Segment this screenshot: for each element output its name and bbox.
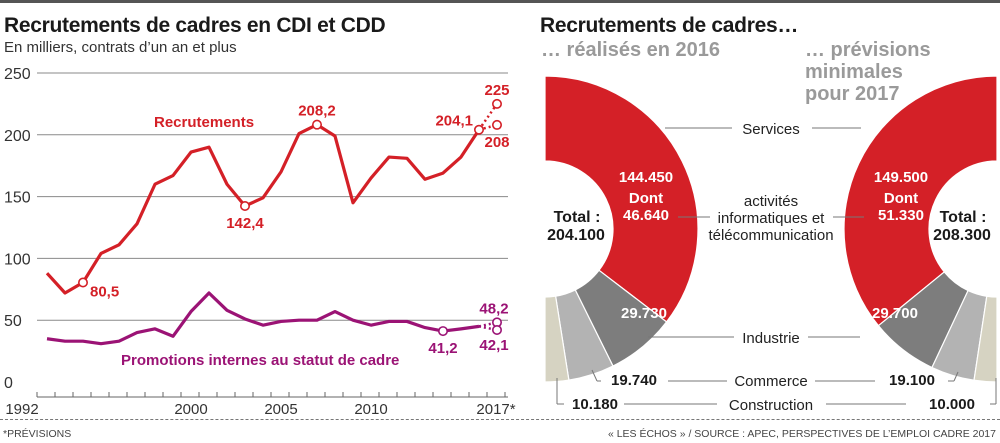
donut-2017-dont-label: Dont	[884, 190, 918, 207]
recrutements-annotation-1994: 80,5	[90, 284, 119, 301]
donut-2017-slice-construction	[973, 295, 998, 383]
donut-2016-slice-services	[544, 75, 699, 323]
recrutements-line	[45, 123, 481, 295]
line-chart-x-axis: 1992 2000 2005 2010 2017*	[5, 392, 516, 418]
promotions-forecast-point	[491, 324, 502, 335]
donut-2016-commerce-value: 19.740	[611, 372, 657, 389]
donut-2016-industrie-value: 29.730	[621, 305, 667, 322]
footer-note: *PRÉVISIONS	[3, 428, 72, 440]
y-tick-label-250: 250	[4, 66, 31, 83]
promotions-forecast-high-label: 48,2	[479, 300, 508, 317]
y-tick-label-150: 150	[4, 190, 31, 207]
donut-2017-total-value: 208.300	[933, 227, 991, 244]
footer-source: « LES ÉCHOS » / SOURCE : APEC, PERSPECTI…	[607, 428, 996, 440]
promotions-annotation-2014: 41,2	[428, 340, 457, 357]
donut-2017-services-value: 149.500	[874, 169, 928, 186]
recrutements-marker-2007	[311, 119, 322, 130]
promotions-series-label: Promotions internes au statut de cadre	[121, 352, 399, 369]
y-tick-label-100: 100	[4, 251, 31, 268]
category-label-industrie: Industrie	[742, 330, 800, 347]
donut-2017-subtitle: … prévisions minimales pour 2017	[805, 39, 931, 105]
category-label-services: Services	[742, 121, 800, 138]
recrutements-annotation-2003: 142,4	[226, 215, 264, 232]
donut-2017-subtitle-line3: pour 2017	[805, 83, 900, 105]
category-label-it-line3: télécommunication	[708, 227, 833, 244]
promotions-forecast-low-label: 42,1	[479, 337, 508, 354]
promotions-line	[46, 291, 480, 346]
line-chart-labels: 80,5 142,4 208,2 204,1 41,2 225 208 48,2 42,1 Rec…	[90, 82, 510, 369]
donut-2016-total-label: Total :	[554, 209, 601, 226]
donut-2017-it-value: 51.330	[878, 207, 924, 224]
category-label-it-line1: activités	[744, 193, 798, 210]
donut-2016-total-value: 204.100	[547, 227, 605, 244]
footer-divider	[0, 419, 1000, 420]
recrutements-forecast-point	[491, 119, 502, 130]
recrutements-series-label: Recrutements	[154, 114, 254, 131]
y-tick-label-200: 200	[4, 128, 31, 145]
category-label-commerce: Commerce	[734, 373, 807, 390]
recrutements-annotation-2007: 208,2	[298, 103, 336, 120]
leader-commerce-right-tick2	[953, 371, 959, 382]
donut-2017-total-label: Total :	[940, 209, 987, 226]
donut-2016-dont-label: Dont	[629, 190, 663, 207]
line-chart-grid: 0 50 100 150 200 250	[4, 66, 508, 392]
category-label-it-line2: informatiques et	[718, 210, 826, 227]
donut-2017-subtitle-line2: minimales	[805, 61, 903, 83]
top-border	[0, 0, 1000, 3]
recrutements-annotation-2016: 204,1	[435, 113, 473, 130]
x-tick-label-2010: 2010	[354, 401, 387, 418]
promotions-marker-2014	[437, 326, 448, 337]
donut-2016-subtitle: … réalisés en 2016	[541, 39, 721, 61]
recrutements-forecast-line	[477, 103, 499, 131]
donut-2016-it-value: 46.640	[623, 207, 669, 224]
category-label-construction: Construction	[729, 397, 813, 414]
donut-2016-slice-construction	[544, 295, 570, 383]
line-chart-subtitle: En milliers, contrats d’un an et plus	[4, 39, 237, 56]
leader-commerce-left-tick	[591, 369, 598, 382]
x-tick-label-1992: 1992	[5, 401, 38, 418]
donut-2016-construction-value: 10.180	[572, 396, 618, 413]
donut-2017-industrie-value: 29.700	[872, 305, 918, 322]
donut-2017-subtitle-line1: … prévisions	[805, 39, 931, 61]
line-chart: 0 50 100 150 200 250 1992 2000 2005 2010 2017* 80…	[4, 66, 516, 418]
donut-charts: Total :204.100144.450Dont46.64029.73019.…	[544, 75, 998, 414]
recrutements-forecast-low-label: 208	[484, 134, 509, 151]
line-chart-title: Recrutements de cadres en CDI et CDD	[4, 14, 386, 37]
donut-2017-slice-services	[843, 75, 998, 327]
donut-section-title: Recrutements de cadres…	[540, 14, 799, 37]
donut-2017-construction-value: 10.000	[929, 396, 975, 413]
y-tick-label-50: 50	[4, 313, 22, 330]
x-tick-label-2017: 2017*	[476, 401, 515, 418]
recrutements-forecast-high-label: 225	[484, 82, 509, 99]
donut-2017-commerce-value: 19.100	[889, 372, 935, 389]
line-chart-series	[45, 98, 502, 346]
x-tick-label-2005: 2005	[264, 401, 297, 418]
recrutements-marker-2016	[473, 124, 484, 135]
recrutements-marker-1994	[78, 277, 89, 288]
x-tick-label-2000: 2000	[174, 401, 207, 418]
recrutements-marker-2003	[240, 200, 251, 211]
y-tick-label-0: 0	[4, 375, 13, 392]
donut-2016-services-value: 144.450	[619, 169, 673, 186]
recrutements-forecast-point	[491, 98, 502, 109]
